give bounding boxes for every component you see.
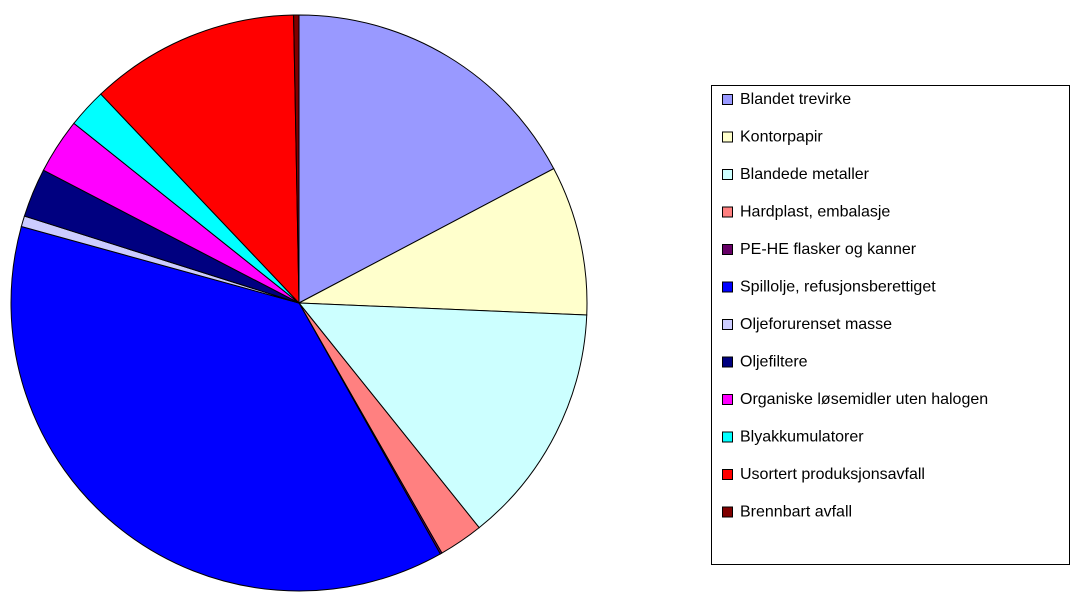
pie-slice — [297, 167, 588, 316]
legend-swatch — [722, 469, 733, 480]
legend-label: PE-HE flasker og kanner — [740, 241, 917, 258]
pie-slice — [297, 302, 588, 529]
legend-label: Oljefiltere — [740, 354, 808, 371]
legend-label: Brennbart avfall — [740, 504, 852, 521]
legend-swatch — [722, 356, 733, 368]
legend-swatch — [722, 94, 733, 105]
legend-label: Oljeforurenset masse — [740, 316, 892, 333]
legend-swatch — [722, 169, 733, 180]
legend-swatch — [722, 281, 733, 293]
legend-swatch — [722, 206, 733, 218]
legend-swatch — [722, 131, 733, 143]
legend-label: Blandede metaller — [740, 166, 870, 183]
pie-slice — [298, 14, 555, 304]
pie-slice — [100, 14, 300, 305]
legend-label: Spillolje, refusjonsberettiget — [740, 279, 936, 296]
legend-swatch — [722, 319, 733, 330]
legend-swatch — [722, 506, 733, 518]
legend-swatch — [722, 394, 733, 405]
legend-swatch — [722, 244, 733, 255]
legend-label: Kontorpapir — [740, 129, 823, 146]
legend-label: Hardplast, embalasje — [740, 204, 890, 221]
pie-slice — [293, 14, 300, 304]
legend-swatch — [722, 431, 733, 443]
legend-label: Usortert produksjonsavfall — [740, 466, 925, 483]
pie-slice — [10, 225, 442, 592]
legend-label: Blandet trevirke — [740, 91, 851, 108]
legend-label: Organiske løsemidler uten halogen — [740, 391, 988, 408]
legend-label: Blyakkumulatorer — [740, 429, 864, 446]
legend-box — [711, 85, 1070, 565]
